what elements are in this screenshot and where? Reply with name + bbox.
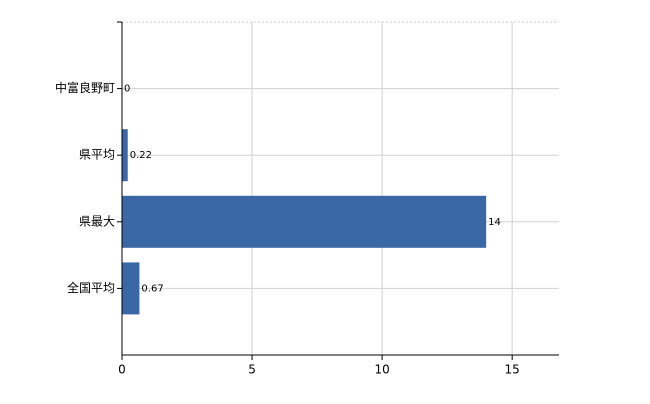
x-tick-label: 0 — [118, 363, 126, 377]
bar — [122, 195, 487, 248]
value-label: 0 — [124, 84, 130, 95]
value-label: 0.67 — [141, 283, 163, 294]
x-tick-label: 10 — [374, 363, 389, 377]
y-tick-label: 中富良野町 — [55, 80, 115, 95]
x-tick-label: 15 — [505, 363, 520, 377]
bar — [122, 129, 128, 182]
value-label: 14 — [488, 217, 501, 228]
value-label: 0.22 — [130, 150, 152, 161]
y-tick-label: 県最大 — [79, 214, 115, 228]
y-tick-label: 県平均 — [79, 148, 115, 162]
y-tick-label: 全国平均 — [67, 280, 115, 295]
bar — [122, 262, 140, 315]
x-tick-label: 5 — [248, 363, 256, 377]
